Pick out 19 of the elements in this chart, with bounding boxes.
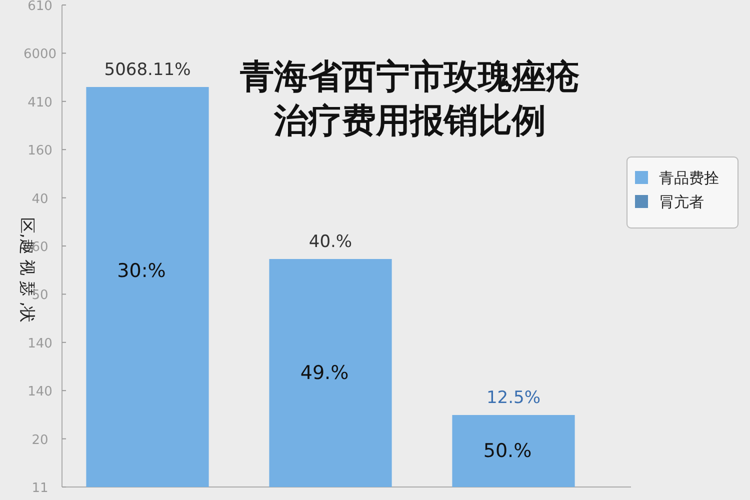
text: 610 xyxy=(28,0,52,14)
text: 140 xyxy=(28,384,52,400)
text: 11 xyxy=(32,481,48,496)
text: 20 xyxy=(32,432,48,448)
text: 6000 xyxy=(23,47,57,62)
text: 410 xyxy=(28,95,52,110)
legend: 青品费拴 冐亢者 xyxy=(626,156,738,228)
legend-label: 青品费拴 xyxy=(659,169,719,187)
text: 5068.11% xyxy=(104,60,191,80)
annotation: 30:% xyxy=(117,260,166,282)
text: 40 xyxy=(32,192,48,207)
text: 140 xyxy=(28,336,52,352)
annotation: 12.5% xyxy=(486,388,541,408)
text: 60 xyxy=(32,240,48,255)
annotation: 49.% xyxy=(300,362,349,384)
annotation: 50.% xyxy=(483,440,532,462)
text: 160 xyxy=(28,144,52,159)
chart-title: 青海省西宁市玫瑰痤疮治疗费用报销比例 xyxy=(239,57,580,141)
annotation: 40.% xyxy=(308,232,352,252)
